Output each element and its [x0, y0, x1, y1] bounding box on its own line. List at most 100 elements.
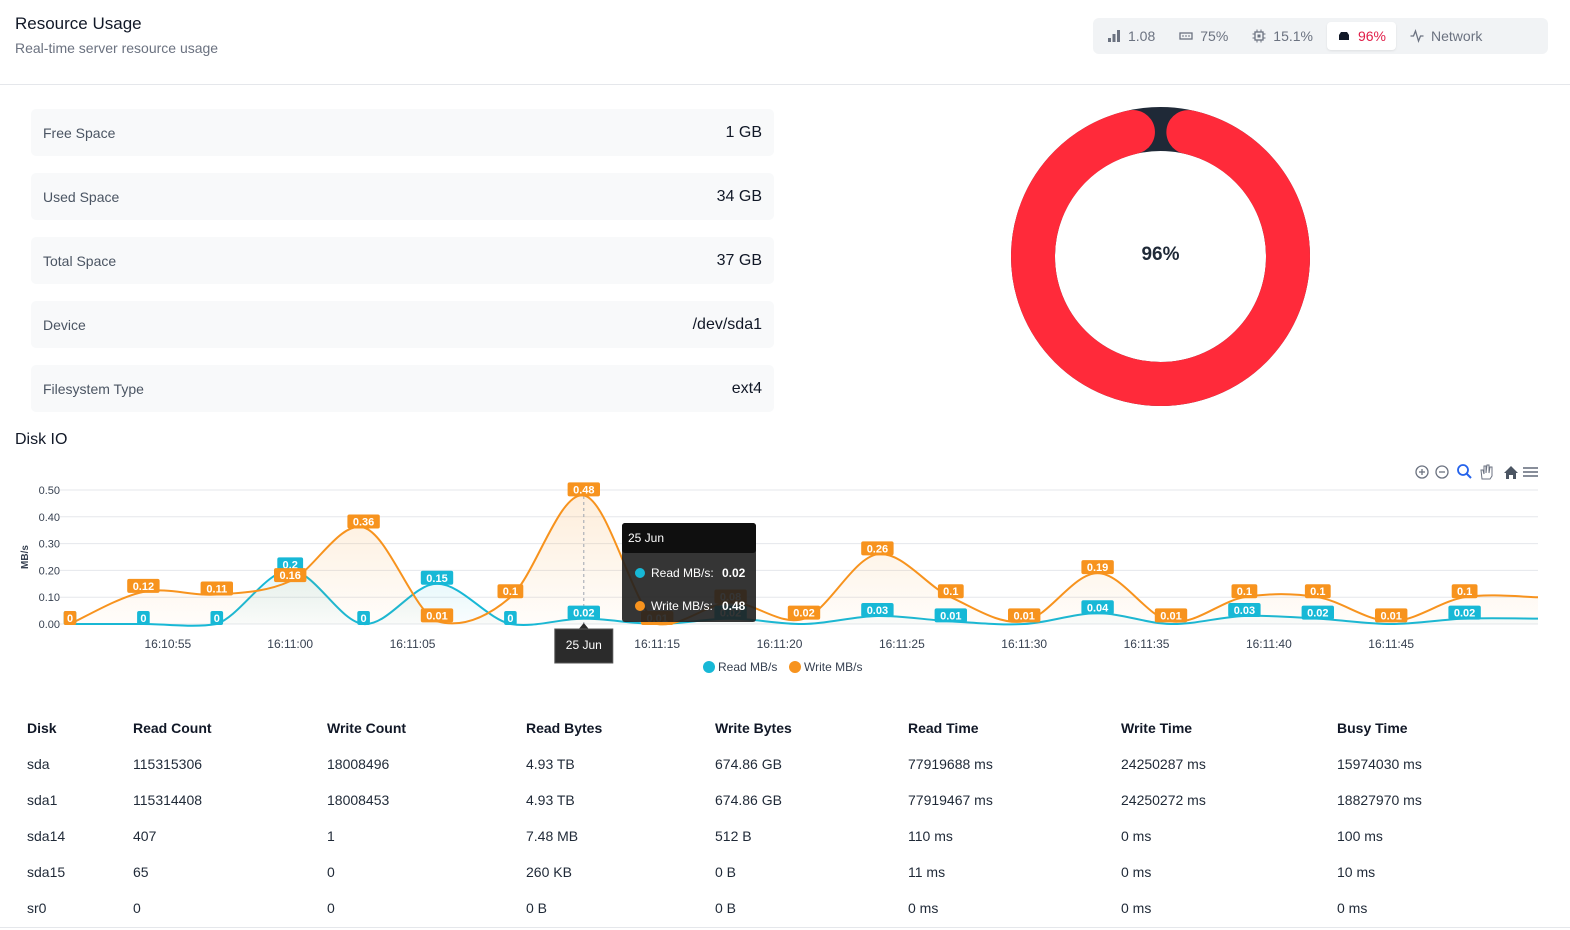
- write-data-label-bg: [1231, 584, 1258, 599]
- write-data-label-bg: [1154, 608, 1188, 623]
- write-data-label: 0: [63, 611, 77, 625]
- legend-marker[interactable]: [703, 661, 715, 673]
- table-row: sda14 407 1 7.48 MB 512 B 110 ms 0 ms 10…: [15, 818, 1555, 854]
- read-data-label-bg: [357, 611, 370, 625]
- write-data-label-bg: [347, 514, 380, 529]
- pan-icon[interactable]: [1480, 464, 1493, 480]
- table-cell: 11 ms: [908, 864, 946, 880]
- home-icon[interactable]: [1504, 466, 1518, 479]
- tab-network[interactable]: Network: [1400, 22, 1492, 50]
- table-cell: 0: [133, 900, 141, 916]
- read-data-label-bg: [504, 611, 517, 625]
- table-cell: 260 KB: [526, 864, 572, 880]
- write-data-label-text: 0.26: [867, 543, 888, 555]
- write-data-label-bg: [200, 581, 233, 596]
- read-data-label-text: 0.15: [426, 573, 447, 585]
- table-row: sr0 0 0 0 B 0 B 0 ms 0 ms 0 ms: [15, 890, 1555, 926]
- tooltip-row-value: 0.02: [722, 566, 746, 580]
- info-value: 37 GB: [716, 251, 762, 269]
- write-data-label-text: 0.12: [133, 581, 154, 593]
- disk-io-title: Disk IO: [15, 431, 68, 448]
- read-data-label-text: 0.02: [1454, 608, 1475, 620]
- info-row-filesystem: Filesystem Type ext4: [31, 365, 774, 412]
- table-cell: sr0: [27, 900, 47, 916]
- y-tick-label: 0.40: [39, 512, 60, 524]
- tooltip-marker: [635, 568, 645, 578]
- info-row-free-space: Free Space 1 GB: [31, 109, 774, 156]
- write-data-label: 0.02: [787, 605, 821, 620]
- disk-table: Disk Read Count Write Count Read Bytes W…: [15, 710, 1555, 926]
- y-tick-label: 0.20: [39, 565, 60, 577]
- read-data-label-text: 0.01: [940, 610, 961, 622]
- table-cell: 0 ms: [908, 900, 939, 916]
- write-data-label-text: 0.1: [1237, 586, 1252, 598]
- x-tick-label: 16:11:25: [879, 637, 925, 651]
- write-data-label-text: 0.1: [1310, 586, 1325, 598]
- read-data-label: 0.03: [1228, 602, 1261, 617]
- write-data-label-text: 0.1: [943, 586, 958, 598]
- table-row: sda 115315306 18008496 4.93 TB 674.86 GB…: [15, 746, 1555, 782]
- chart-toolbar: [1415, 464, 1538, 480]
- write-data-label-bg: [63, 611, 77, 625]
- write-data-label-text: 0.36: [353, 517, 374, 529]
- table-cell: 0 B: [526, 900, 548, 916]
- write-data-label: 0.1: [497, 584, 524, 599]
- write-data-label-text: 0.1: [1457, 586, 1472, 598]
- selection-zoom-icon[interactable]: [1457, 464, 1472, 479]
- table-cell: 115315306: [133, 756, 203, 772]
- table-cell: 0 ms: [1121, 828, 1152, 844]
- write-data-label: 0.1: [1451, 584, 1478, 599]
- legend-label[interactable]: Write MB/s: [804, 660, 862, 674]
- zoom-in-icon[interactable]: [1415, 465, 1429, 479]
- read-data-label: 0.03: [861, 602, 894, 617]
- chart-legend[interactable]: Read MB/s Write MB/s: [703, 660, 862, 674]
- table-cell: 24250272 ms: [1121, 792, 1206, 808]
- table-cell: 77919467 ms: [908, 792, 993, 808]
- zoom-out-icon[interactable]: [1435, 465, 1449, 479]
- column-header: Write Count: [327, 720, 407, 736]
- menu-icon[interactable]: [1523, 467, 1538, 477]
- write-data-label-bg: [1304, 584, 1331, 599]
- table-cell: 18008453: [327, 792, 390, 808]
- read-data-label-text: 0.03: [1234, 605, 1255, 617]
- read-data-label: 0.02: [1301, 605, 1334, 620]
- page-header: Resource Usage Real-time server resource…: [0, 0, 1570, 85]
- write-data-label: 0.36: [347, 514, 380, 529]
- write-data-label-text: 0.02: [793, 608, 814, 620]
- read-data-label-bg: [420, 570, 454, 585]
- read-data-label-text: 0: [507, 613, 513, 625]
- table-cell: 407: [133, 828, 157, 844]
- page-title: Resource Usage: [15, 14, 142, 33]
- write-data-label: 0.1: [937, 584, 964, 599]
- tab-cpu[interactable]: 15.1%: [1242, 22, 1323, 50]
- column-header: Write Time: [1121, 720, 1193, 736]
- table-cell: 115314408: [133, 792, 203, 808]
- info-value: 1 GB: [725, 123, 762, 141]
- write-data-label-bg: [497, 584, 524, 599]
- write-data-label: 0.01: [420, 608, 454, 623]
- disk-usage-donut: [1011, 107, 1310, 406]
- write-data-label: 0.1: [1231, 584, 1258, 599]
- table-cell: 674.86 GB: [715, 792, 782, 808]
- tab-memory[interactable]: 75%: [1169, 22, 1238, 50]
- legend-label[interactable]: Read MB/s: [718, 660, 777, 674]
- tooltip-row-label: Write MB/s:: [651, 599, 713, 613]
- y-tick-label: 0.10: [39, 592, 60, 604]
- x-tick-label: 16:10:55: [145, 637, 192, 651]
- table-cell: 0: [327, 900, 335, 916]
- tab-disk[interactable]: 96%: [1326, 22, 1397, 50]
- column-header: Write Bytes: [715, 720, 792, 736]
- x-tick-label: 16:11:40: [1246, 637, 1292, 651]
- tab-load[interactable]: 1.08: [1097, 22, 1165, 50]
- write-data-label-bg: [937, 584, 964, 599]
- x-tick-label: 16:11:20: [757, 637, 803, 651]
- memory-icon: [1179, 32, 1193, 40]
- tab-cpu-label: 15.1%: [1273, 28, 1313, 44]
- write-data-label-text: 0.01: [1380, 610, 1401, 622]
- legend-marker[interactable]: [789, 661, 801, 673]
- y-tick-label: 0.00: [39, 619, 60, 631]
- table-header-row: Disk Read Count Write Count Read Bytes W…: [15, 710, 1555, 746]
- info-label: Filesystem Type: [43, 380, 144, 397]
- column-header: Disk: [27, 720, 57, 736]
- read-data-label-bg: [1081, 600, 1114, 615]
